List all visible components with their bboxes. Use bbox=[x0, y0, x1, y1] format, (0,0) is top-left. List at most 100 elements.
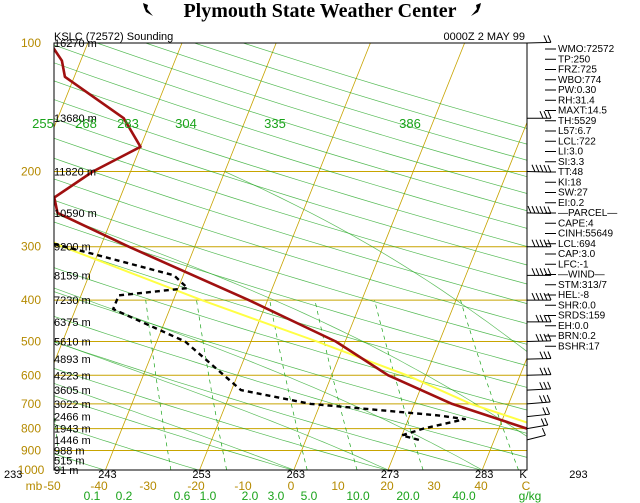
mixing-ratio-label: 20.0 bbox=[396, 489, 420, 503]
index-value: —PARCEL— bbox=[558, 208, 617, 219]
index-value: EH:0.0 bbox=[558, 321, 589, 332]
wind-barb-flag bbox=[535, 292, 540, 301]
kelvin-tick-label: 293 bbox=[569, 469, 587, 481]
wind-barb-flag bbox=[539, 351, 544, 359]
height-label: 3022 m bbox=[54, 399, 91, 411]
height-label: 91 m bbox=[54, 465, 78, 477]
index-value: TT:48 bbox=[558, 167, 583, 178]
index-value: LFC:-1 bbox=[558, 259, 589, 270]
celsius-tick-label: 10 bbox=[331, 479, 345, 493]
index-value: STM:313/7 bbox=[558, 280, 607, 291]
pressure-tick-label: 600 bbox=[21, 368, 41, 382]
dry-adiabat-line bbox=[54, 99, 527, 247]
celsius-tick-label: -40 bbox=[90, 479, 108, 493]
dry-adiabat-line bbox=[54, 199, 527, 345]
header: Plymouth State Weather Center bbox=[0, 0, 640, 28]
wind-barb-flag bbox=[539, 382, 544, 390]
wind-barb-flag bbox=[535, 239, 540, 247]
mixing-ratio-line bbox=[54, 407, 61, 470]
height-label: 10590 m bbox=[54, 208, 97, 220]
height-label: 6375 m bbox=[54, 317, 91, 329]
moist-adiabat-line bbox=[54, 383, 294, 470]
wind-barb-flag bbox=[543, 35, 548, 43]
pressure-tick-label: 500 bbox=[21, 334, 41, 348]
wind-barb-flag bbox=[535, 268, 540, 276]
wind-barb-flag bbox=[539, 110, 544, 119]
dry-adiabat-line bbox=[54, 395, 293, 470]
height-label: 515 m bbox=[54, 455, 85, 467]
moist-adiabat-line bbox=[224, 171, 527, 353]
wind-barb-flag bbox=[543, 206, 548, 214]
celsius-tick-label: -20 bbox=[187, 479, 205, 493]
wind-barb-flag bbox=[543, 314, 548, 323]
wind-barb-flag bbox=[531, 268, 536, 276]
dry-adiabat-line bbox=[54, 62, 527, 212]
mixing-ratio-label: 0.2 bbox=[116, 489, 133, 503]
height-label: 4893 m bbox=[54, 354, 91, 366]
isotherm-line bbox=[387, 121, 527, 470]
index-value: HEL:-8 bbox=[558, 290, 590, 301]
kelvin-tick-label: 273 bbox=[381, 469, 399, 481]
index-value: BSHR:17 bbox=[558, 341, 600, 352]
celsius-tick-label: -10 bbox=[234, 479, 252, 493]
celsius-tick-label: 30 bbox=[427, 479, 441, 493]
right-flag-icon bbox=[471, 3, 481, 16]
wind-barb-flag bbox=[535, 314, 540, 323]
mixing-ratio-label: 40.0 bbox=[452, 489, 476, 503]
wind-barb bbox=[526, 388, 551, 391]
wind-barb-flag bbox=[538, 395, 543, 403]
pressure-tick-label: 900 bbox=[21, 443, 41, 457]
wind-barbs bbox=[526, 35, 552, 441]
wind-barb-flag bbox=[547, 206, 552, 214]
height-label: 11820 m bbox=[54, 167, 96, 179]
station-label: KSLC (72572) Sounding bbox=[54, 31, 173, 43]
pressure-tick-label: 300 bbox=[21, 240, 41, 254]
dry-adiabat-line bbox=[54, 315, 527, 458]
mixing-ratio-line bbox=[460, 299, 519, 470]
dry-adiabat-line bbox=[54, 291, 527, 434]
theta-label: 386 bbox=[399, 116, 421, 131]
wind-barb-flag bbox=[543, 381, 548, 390]
kelvin-tick-label: 263 bbox=[287, 469, 305, 481]
pressure-tick-label: 800 bbox=[21, 422, 41, 436]
wind-barb-flag bbox=[547, 367, 552, 375]
celsius-tick-label: 20 bbox=[380, 479, 394, 493]
height-label: 1943 m bbox=[54, 424, 91, 436]
indices-panel: WMO:72572TP:250FRZ:725WBO:774PW:0.30RH:3… bbox=[545, 44, 617, 352]
moist-adiabat-line bbox=[54, 341, 389, 470]
index-value: BRN:0.2 bbox=[558, 331, 596, 342]
kelvin-tick-label: 243 bbox=[98, 469, 116, 481]
pressure-axis-label: mb bbox=[26, 479, 43, 493]
index-value: EI:0.2 bbox=[558, 198, 585, 209]
celsius-tick-label: -50 bbox=[43, 479, 61, 493]
wind-barb-flag bbox=[547, 381, 552, 390]
index-value: RH:31.4 bbox=[558, 95, 595, 106]
pressure-tick-label: 100 bbox=[21, 36, 41, 50]
wind-barb-flag bbox=[539, 367, 544, 376]
pressure-tick-label: 200 bbox=[21, 165, 41, 179]
isotherm-line bbox=[293, 43, 465, 470]
wind-barb-flag bbox=[539, 268, 544, 276]
wind-barb-flag bbox=[535, 333, 540, 342]
mixing-ratio-line bbox=[374, 300, 424, 470]
index-value: SHR:0.0 bbox=[558, 300, 596, 311]
dry-adiabat-line bbox=[54, 137, 527, 285]
mixing-ratio-line bbox=[314, 300, 358, 470]
dry-adiabat-line bbox=[54, 367, 387, 470]
dry-adiabat-line bbox=[54, 341, 481, 470]
height-label: 13680 m bbox=[54, 113, 97, 125]
wind-barb-flag bbox=[531, 164, 536, 172]
index-value: KI:18 bbox=[558, 177, 582, 188]
height-label: 7230 m bbox=[54, 295, 91, 307]
index-value: LCL:722 bbox=[558, 136, 596, 147]
index-value: CINH:55649 bbox=[558, 229, 613, 240]
wind-barb-flag bbox=[546, 394, 551, 403]
series-layer bbox=[54, 46, 527, 442]
wind-barb-flag bbox=[535, 206, 540, 214]
height-label: 2466 m bbox=[54, 412, 91, 424]
theta-label: 268 bbox=[75, 116, 97, 131]
wind-barb-flag bbox=[541, 428, 546, 436]
mixing-ratio-label: 1.0 bbox=[200, 489, 217, 503]
time-label: 0000Z 2 MAY 99 bbox=[443, 31, 525, 43]
wind-barb-flag bbox=[544, 417, 549, 426]
